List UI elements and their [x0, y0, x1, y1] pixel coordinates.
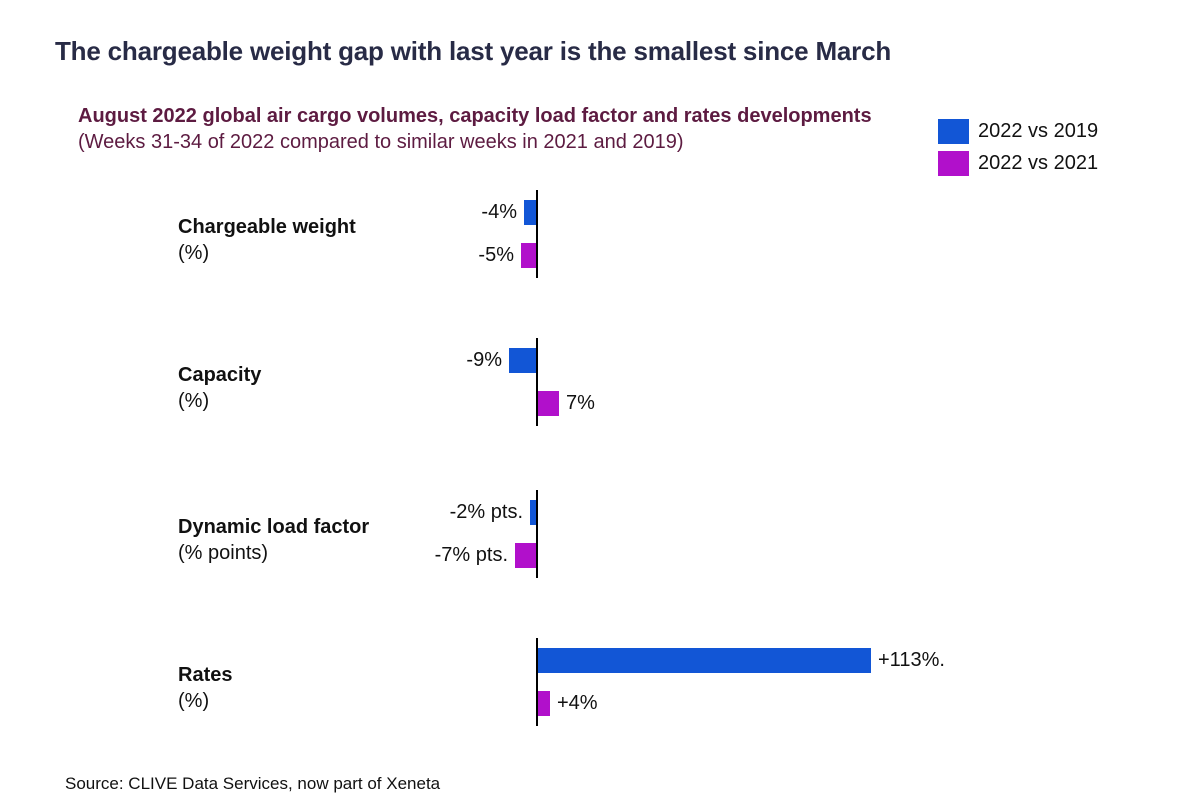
category-name: Chargeable weight	[178, 216, 356, 238]
category-unit: (%)	[178, 390, 210, 412]
bar-value-label: -7% pts.	[434, 544, 508, 566]
legend-swatch-icon	[938, 119, 969, 144]
chart-legend: 2022 vs 2019 2022 vs 2021	[938, 119, 1098, 183]
legend-label: 2022 vs 2021	[978, 152, 1099, 174]
bar-value-label: -4%	[481, 201, 517, 223]
bar-value-label: -9%	[466, 349, 502, 371]
bar-2022-vs-2021	[521, 243, 536, 268]
bar-value-label: -5%	[478, 244, 514, 266]
legend-swatch-icon	[938, 151, 969, 176]
category-unit: (% points)	[178, 542, 269, 564]
category-name: Rates	[178, 664, 233, 686]
bar-2022-vs-2021	[538, 391, 559, 416]
category-label: Dynamic load factor (% points)	[178, 514, 369, 566]
chart-row: Capacity (%) -9% 7%	[0, 338, 1180, 432]
subtitle-line-1: August 2022 global air cargo volumes, ca…	[78, 105, 872, 127]
legend-item: 2022 vs 2021	[938, 151, 1098, 176]
chart-subtitle: August 2022 global air cargo volumes, ca…	[78, 103, 872, 155]
category-unit: (%)	[178, 242, 210, 264]
axis-line	[536, 490, 538, 578]
bar-2022-vs-2019	[538, 648, 871, 673]
source-note: Source: CLIVE Data Services, now part of…	[65, 774, 441, 793]
legend-item: 2022 vs 2019	[938, 119, 1098, 144]
category-label: Chargeable weight (%)	[178, 214, 356, 266]
chart-row: Rates (%) +113%. +4%	[0, 638, 1180, 732]
category-label: Capacity (%)	[178, 362, 261, 414]
bar-2022-vs-2019	[530, 500, 536, 525]
category-name: Dynamic load factor	[178, 516, 370, 538]
chart-row: Dynamic load factor (% points) -2% pts. -7%…	[0, 490, 1180, 584]
bar-value-label: +113%.	[878, 649, 945, 671]
axis-line	[536, 190, 538, 278]
category-label: Rates (%)	[178, 662, 232, 714]
bar-2022-vs-2019	[509, 348, 536, 373]
axis-line	[536, 338, 538, 426]
page-title: The chargeable weight gap with last year…	[55, 36, 892, 66]
category-name: Capacity	[178, 364, 262, 386]
bar-2022-vs-2019	[524, 200, 536, 225]
bar-value-label: 7%	[566, 392, 595, 414]
bar-2022-vs-2021	[538, 691, 550, 716]
bar-2022-vs-2021	[515, 543, 536, 568]
bar-value-label: -2% pts.	[449, 501, 523, 523]
category-unit: (%)	[178, 690, 210, 712]
chart-row: Chargeable weight (%) -4% -5%	[0, 190, 1180, 284]
subtitle-line-2: (Weeks 31-34 of 2022 compared to similar…	[78, 131, 684, 153]
axis-line	[536, 638, 538, 726]
legend-label: 2022 vs 2019	[978, 120, 1099, 142]
bar-value-label: +4%	[557, 692, 598, 714]
